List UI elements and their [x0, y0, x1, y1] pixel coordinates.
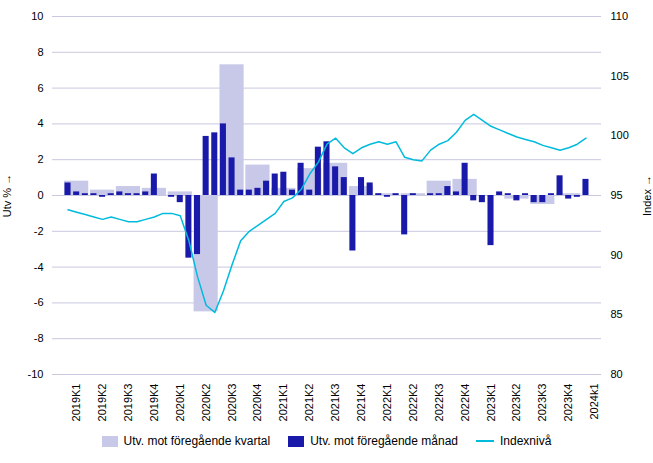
- svg-text:85: 85: [611, 308, 623, 320]
- svg-text:-6: -6: [34, 296, 44, 308]
- svg-text:2021K1: 2021K1: [277, 384, 289, 422]
- svg-text:4: 4: [37, 117, 43, 129]
- html-text:Utv. mot föregående kvartal: Utv. mot föregående kvartal: [123, 434, 271, 448]
- svg-text:105: 105: [611, 70, 629, 82]
- svg-text:2022K1: 2022K1: [381, 384, 393, 422]
- svg-text:8: 8: [37, 46, 43, 58]
- svg-text:2021K3: 2021K3: [329, 384, 341, 422]
- svg-text:2024k1: 2024k1: [588, 384, 600, 420]
- html-text:Indexnivå: Indexnivå: [500, 434, 552, 448]
- svg-text:6: 6: [37, 82, 43, 94]
- svg-text:2019K3: 2019K3: [122, 384, 134, 422]
- svg-text:0: 0: [37, 189, 43, 201]
- svg-text:2019K4: 2019K4: [148, 384, 160, 422]
- html-text:Utv. mot föregående månad: Utv. mot föregående månad: [310, 434, 458, 448]
- svg-text:2022K3: 2022K3: [433, 384, 445, 422]
- svg-text:-8: -8: [34, 332, 44, 344]
- svg-text:-4: -4: [34, 261, 44, 273]
- svg-text:Utv % →: Utv % →: [1, 174, 13, 217]
- svg-text:2023K2: 2023K2: [510, 384, 522, 422]
- svg-text:Index →: Index →: [641, 175, 653, 216]
- svg-text:2021K2: 2021K2: [303, 384, 315, 422]
- svg-text:2020K4: 2020K4: [251, 384, 263, 422]
- svg-text:2: 2: [37, 153, 43, 165]
- svg-text:80: 80: [611, 368, 623, 380]
- svg-text:100: 100: [611, 129, 629, 141]
- svg-text:2020K1: 2020K1: [174, 384, 186, 422]
- svg-text:2021K4: 2021K4: [355, 384, 367, 422]
- svg-text:90: 90: [611, 249, 623, 261]
- svg-text:2020K2: 2020K2: [200, 384, 212, 422]
- svg-text:10: 10: [31, 10, 43, 22]
- svg-text:2022K4: 2022K4: [459, 384, 471, 422]
- svg-text:2022K2: 2022K2: [407, 384, 419, 422]
- svg-text:95: 95: [611, 189, 623, 201]
- svg-text:2020K3: 2020K3: [226, 384, 238, 422]
- svg-text:-10: -10: [28, 368, 44, 380]
- svg-text:-2: -2: [34, 225, 44, 237]
- svg-text:2019K1: 2019K1: [70, 384, 82, 422]
- svg-text:2023K3: 2023K3: [536, 384, 548, 422]
- svg-text:2023K4: 2023K4: [562, 384, 574, 422]
- svg-text:2023K1: 2023K1: [485, 384, 497, 422]
- svg-text:2019K2: 2019K2: [96, 384, 108, 422]
- svg-text:110: 110: [611, 10, 629, 22]
